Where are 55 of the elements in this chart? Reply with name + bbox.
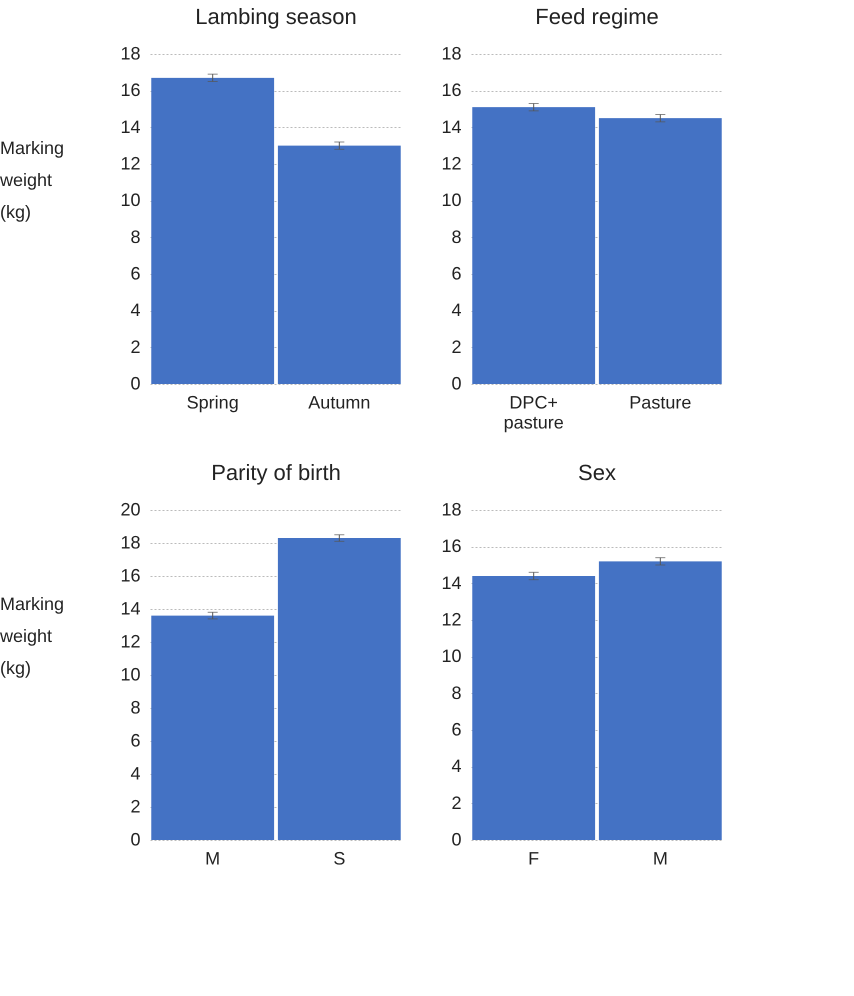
chart-title: Feed regime — [535, 4, 659, 29]
x-tick-label: F — [528, 848, 540, 868]
x-tick-label: M — [652, 848, 668, 868]
y-tick-label: 12 — [120, 632, 140, 652]
y-tick-label: 4 — [451, 756, 462, 776]
y-tick-label: 10 — [441, 190, 462, 210]
chart-title: Parity of birth — [211, 460, 341, 485]
y-axis-title: Marking weight (kg) — [0, 138, 64, 222]
y-tick-label: 18 — [441, 44, 462, 64]
y-tick-label: 12 — [120, 154, 140, 174]
y-tick-label: 0 — [130, 830, 140, 850]
y-tick-label: 2 — [130, 336, 140, 357]
y-tick-label: 6 — [130, 730, 140, 750]
y-tick-label: 2 — [130, 796, 140, 816]
y-tick-label: 0 — [451, 374, 462, 394]
y-tick-label: 14 — [441, 116, 462, 137]
y-tick-label: 18 — [120, 532, 140, 552]
y-tick-label: 12 — [441, 154, 462, 174]
y-tick-label: 20 — [120, 500, 140, 520]
y-tick-label: 2 — [451, 792, 462, 813]
y-tick-label: 0 — [451, 830, 462, 850]
x-tick-label: M — [205, 848, 220, 868]
y-tick-label: 10 — [120, 190, 140, 210]
y-tick-label: 6 — [451, 720, 462, 740]
y-tick-label: 4 — [451, 300, 462, 320]
chart-title: Lambing season — [195, 4, 357, 29]
y-tick-label: 18 — [441, 500, 462, 520]
y-tick-label: 10 — [120, 664, 140, 684]
y-tick-label: 16 — [441, 80, 462, 100]
x-tick-label: Autumn — [308, 392, 370, 412]
y-tick-label: 4 — [130, 764, 140, 784]
y-tick-label: 4 — [130, 300, 140, 320]
y-tick-label: 0 — [130, 374, 140, 394]
y-tick-label: 6 — [451, 264, 462, 284]
x-tick-label: DPC+ pasture — [504, 392, 564, 432]
y-tick-label: 2 — [451, 336, 462, 357]
y-tick-label: 18 — [120, 44, 140, 64]
y-tick-label: 14 — [441, 572, 462, 593]
chart-title: Sex — [578, 460, 616, 485]
y-tick-label: 6 — [130, 264, 140, 284]
y-tick-label: 12 — [441, 610, 462, 630]
y-axis-title: Marking weight (kg) — [0, 594, 64, 678]
y-tick-label: 16 — [120, 566, 140, 586]
y-tick-label: 8 — [451, 226, 462, 247]
x-tick-label: Pasture — [629, 392, 692, 412]
y-tick-label: 14 — [120, 598, 140, 618]
x-tick-label: Spring — [186, 392, 239, 412]
y-tick-label: 8 — [451, 682, 462, 703]
y-tick-label: 10 — [441, 646, 462, 666]
y-tick-label: 14 — [120, 116, 140, 137]
y-tick-label: 16 — [441, 536, 462, 556]
y-tick-label: 8 — [130, 226, 140, 247]
x-tick-label: S — [333, 848, 346, 868]
y-tick-label: 8 — [130, 698, 140, 718]
y-tick-label: 16 — [120, 80, 140, 100]
